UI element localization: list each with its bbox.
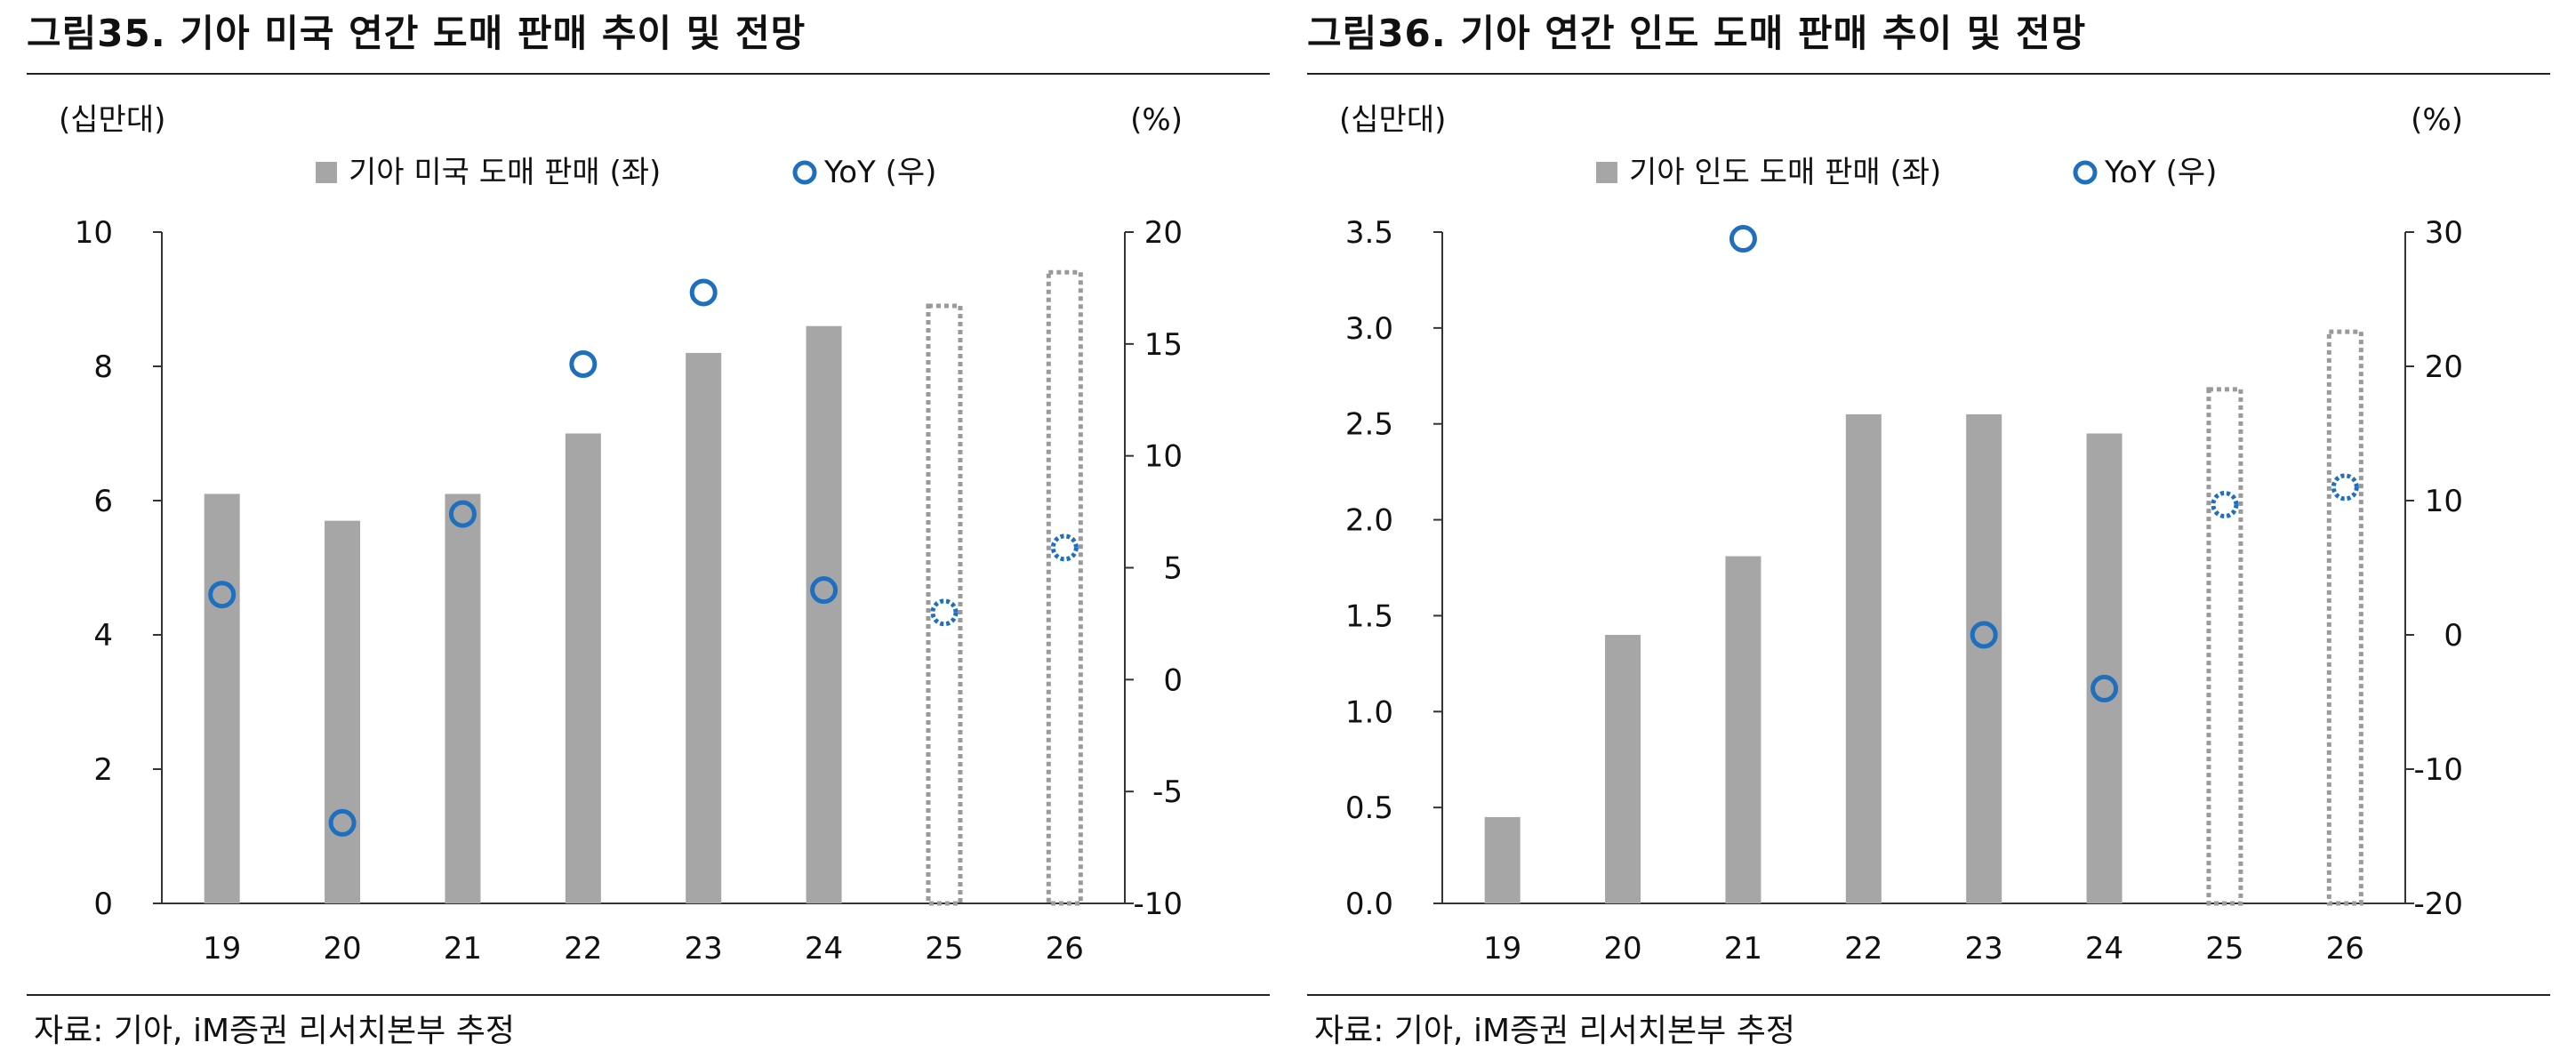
- left-tick-label: 2.5: [1345, 407, 1393, 443]
- yoy-point-forecast: [930, 598, 959, 627]
- yoy-point-forecast: [2211, 491, 2239, 519]
- legend-yoy-label: YoY (우): [2104, 155, 2217, 190]
- left-tick-label: 3.0: [1345, 311, 1393, 347]
- x-tick-label: 23: [685, 931, 723, 967]
- yoy-point-forecast: [2331, 473, 2359, 501]
- yoy-point-forecast: [1050, 534, 1079, 562]
- left-tick-label: 3.5: [1345, 215, 1393, 251]
- left-tick-label: 1.5: [1345, 598, 1393, 634]
- yoy-point: [1729, 225, 1757, 253]
- right-tick-label: -20: [2413, 887, 2463, 922]
- bar-forecast: [2206, 387, 2243, 906]
- figure-title: 그림35. 기아 미국 연간 도매 판매 추이 및 전망: [27, 12, 807, 55]
- yoy-point: [1970, 621, 1998, 649]
- yoy-point: [569, 349, 598, 378]
- yoy-point: [208, 581, 237, 609]
- right-tick-label: 0: [1163, 662, 1183, 698]
- x-tick-label: 22: [1844, 931, 1882, 967]
- left-axis-unit: (십만대): [1339, 102, 1446, 138]
- x-tick-label: 22: [564, 931, 602, 967]
- right-tick-label: 20: [2425, 349, 2463, 385]
- legend-yoy-marker: [792, 160, 817, 185]
- legend-yoy-label: YoY (우): [823, 155, 936, 190]
- figure-title: 그림36. 기아 연간 인도 도매 판매 추이 및 전망: [1307, 12, 2087, 55]
- bar: [1966, 413, 2002, 903]
- yoy-point: [2090, 674, 2119, 702]
- right-tick-label: 20: [1144, 215, 1183, 251]
- bar: [1725, 556, 1761, 903]
- bar: [2086, 433, 2123, 903]
- left-axis-unit: (십만대): [59, 102, 165, 138]
- x-tick-label: 19: [203, 931, 241, 967]
- left-tick-label: 0: [93, 887, 113, 922]
- legend-bar-label: 기아 인도 도매 판매 (좌): [1629, 155, 1941, 190]
- right-axis-unit: (%): [2411, 102, 2463, 138]
- x-tick-label: 20: [323, 931, 361, 967]
- x-tick-label: 25: [2205, 931, 2243, 967]
- bar: [806, 325, 842, 903]
- bar: [1484, 816, 1521, 903]
- x-tick-label: 19: [1483, 931, 1521, 967]
- left-tick-label: 6: [93, 484, 113, 519]
- left-tick-label: 1.0: [1345, 694, 1393, 730]
- right-tick-label: 10: [1144, 439, 1183, 475]
- bar: [686, 352, 722, 903]
- x-tick-label: 25: [925, 931, 963, 967]
- title-divider: [1307, 73, 2550, 75]
- right-tick-label: 5: [1163, 551, 1183, 587]
- bar: [565, 433, 601, 903]
- panel-india-wholesale: 그림36. 기아 연간 인도 도매 판매 추이 및 전망 (십만대) (%) 기아 …: [1307, 0, 2570, 1050]
- bar: [325, 520, 361, 903]
- bar: [445, 493, 481, 903]
- left-tick-label: 8: [93, 349, 113, 385]
- legend-bar-swatch: [316, 162, 337, 183]
- right-tick-label: 10: [2425, 484, 2463, 519]
- source-divider: [27, 994, 1270, 996]
- legend-bar-swatch: [1596, 162, 1617, 183]
- left-tick-label: 10: [75, 215, 113, 251]
- chart-us-wholesale: (십만대) (%)기아 미국 도매 판매 (좌) YoY (우)0246810-10…: [59, 102, 1183, 967]
- right-tick-label: 15: [1144, 327, 1183, 363]
- left-tick-label: 0.0: [1345, 887, 1393, 922]
- right-tick-label: -10: [1133, 887, 1183, 922]
- x-tick-label: 26: [1046, 931, 1084, 967]
- yoy-point: [328, 808, 357, 837]
- source-note: 자료: 기아, iM증권 리서치본부 추정: [1314, 1013, 1795, 1049]
- right-tick-label: -10: [2413, 752, 2463, 788]
- left-tick-label: 2: [93, 752, 113, 788]
- x-tick-label: 21: [444, 931, 482, 967]
- yoy-point: [689, 278, 718, 307]
- left-tick-label: 4: [93, 618, 113, 654]
- yoy-point: [448, 500, 477, 528]
- bar: [204, 493, 240, 903]
- right-tick-label: 30: [2425, 215, 2463, 251]
- yoy-point: [810, 576, 839, 605]
- right-axis-unit: (%): [1130, 102, 1183, 138]
- bar: [1845, 413, 1882, 903]
- x-tick-label: 24: [805, 931, 843, 967]
- left-tick-label: 2.0: [1345, 503, 1393, 539]
- right-tick-label: 0: [2444, 618, 2463, 654]
- bar-forecast: [2326, 329, 2363, 906]
- bar: [1605, 635, 1641, 903]
- source-divider: [1307, 994, 2550, 996]
- legend-bar-label: 기아 미국 도매 판매 (좌): [349, 155, 661, 190]
- panel-us-wholesale: 그림35. 기아 미국 연간 도매 판매 추이 및 전망 (십만대) (%) 기아 …: [27, 0, 1289, 1050]
- x-tick-label: 26: [2326, 931, 2364, 967]
- bar-forecast: [1046, 269, 1083, 906]
- legend-yoy-marker: [2073, 160, 2098, 185]
- title-divider: [27, 73, 1270, 75]
- source-note: 자료: 기아, iM증권 리서치본부 추정: [34, 1013, 515, 1049]
- x-tick-label: 23: [1965, 931, 2003, 967]
- left-tick-label: 0.5: [1345, 790, 1393, 826]
- bar-forecast: [926, 303, 963, 906]
- x-tick-label: 21: [1724, 931, 1762, 967]
- x-tick-label: 20: [1603, 931, 1641, 967]
- right-tick-label: -5: [1152, 774, 1183, 810]
- x-tick-label: 24: [2085, 931, 2123, 967]
- chart-india-wholesale: (십만대) (%) 기아 인도 도매 판매 (좌) YoY (우) 0.0 0.5 1.0 1…: [1339, 102, 2463, 967]
